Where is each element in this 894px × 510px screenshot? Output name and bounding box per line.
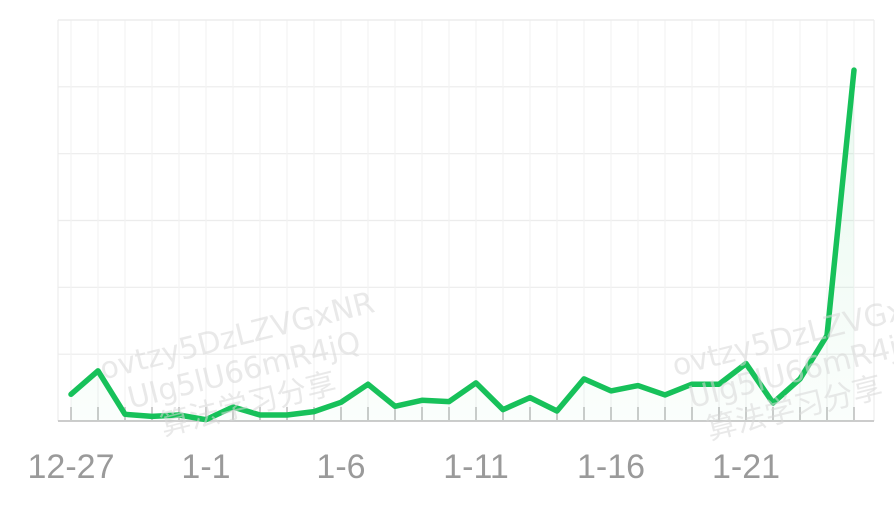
series-line <box>68 67 857 423</box>
x-tick-labels: 12-27 1-1 1-6 1-11 1-16 1-21 <box>28 448 781 486</box>
x-tick-label: 1-11 <box>443 448 509 486</box>
x-tick-label: 1-16 <box>577 448 645 486</box>
x-tick-label: 1-21 <box>712 448 780 486</box>
x-tick-label: 1-6 <box>316 448 365 486</box>
series-group <box>68 67 857 423</box>
x-tick-label: 1-1 <box>181 448 230 486</box>
x-tick-label: 12-27 <box>28 448 115 486</box>
